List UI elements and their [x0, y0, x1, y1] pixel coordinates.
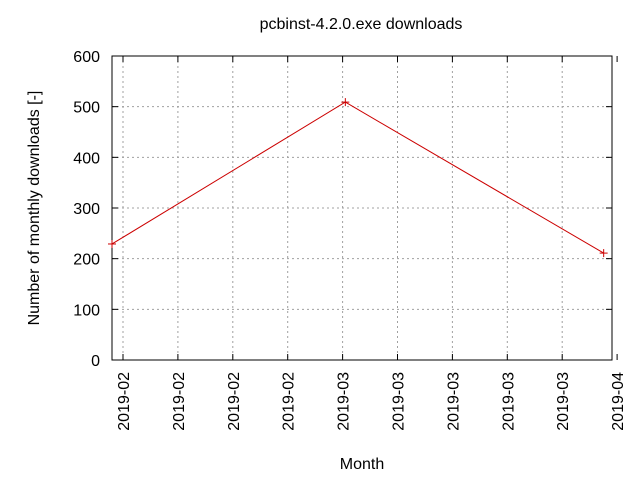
x-tick-label: 2019-03: [336, 372, 353, 431]
y-axis-label: Number of monthly downloads [-]: [26, 90, 43, 326]
chart-title: pcbinst-4.2.0.exe downloads: [259, 16, 463, 33]
x-tick-label: 2019-03: [445, 372, 462, 431]
data-point: [108, 239, 116, 248]
y-tick-label: 400: [73, 150, 100, 167]
series-line: [111, 101, 604, 254]
y-tick-label: 300: [73, 201, 100, 218]
x-tick-label: 2019-04: [610, 372, 627, 431]
x-tick-label: 2019-02: [116, 372, 133, 431]
x-tick-label: 2019-02: [171, 372, 188, 431]
x-tick-label: 2019-02: [281, 372, 298, 431]
y-tick-label: 100: [73, 302, 100, 319]
data-point: [341, 98, 350, 107]
x-tick-label: 2019-03: [500, 372, 517, 431]
x-tick-label: 2019-03: [391, 372, 408, 431]
y-tick-label: 500: [73, 100, 100, 117]
y-tick-label: 0: [91, 353, 100, 370]
y-tick-label: 200: [73, 252, 100, 269]
x-tick-label: 2019-02: [226, 372, 243, 431]
y-tick-label: 600: [73, 49, 100, 66]
plot-border: [111, 55, 613, 361]
x-axis-label: Month: [339, 456, 385, 473]
x-tick-label: 2019-03: [555, 372, 572, 431]
data-point: [599, 249, 608, 258]
